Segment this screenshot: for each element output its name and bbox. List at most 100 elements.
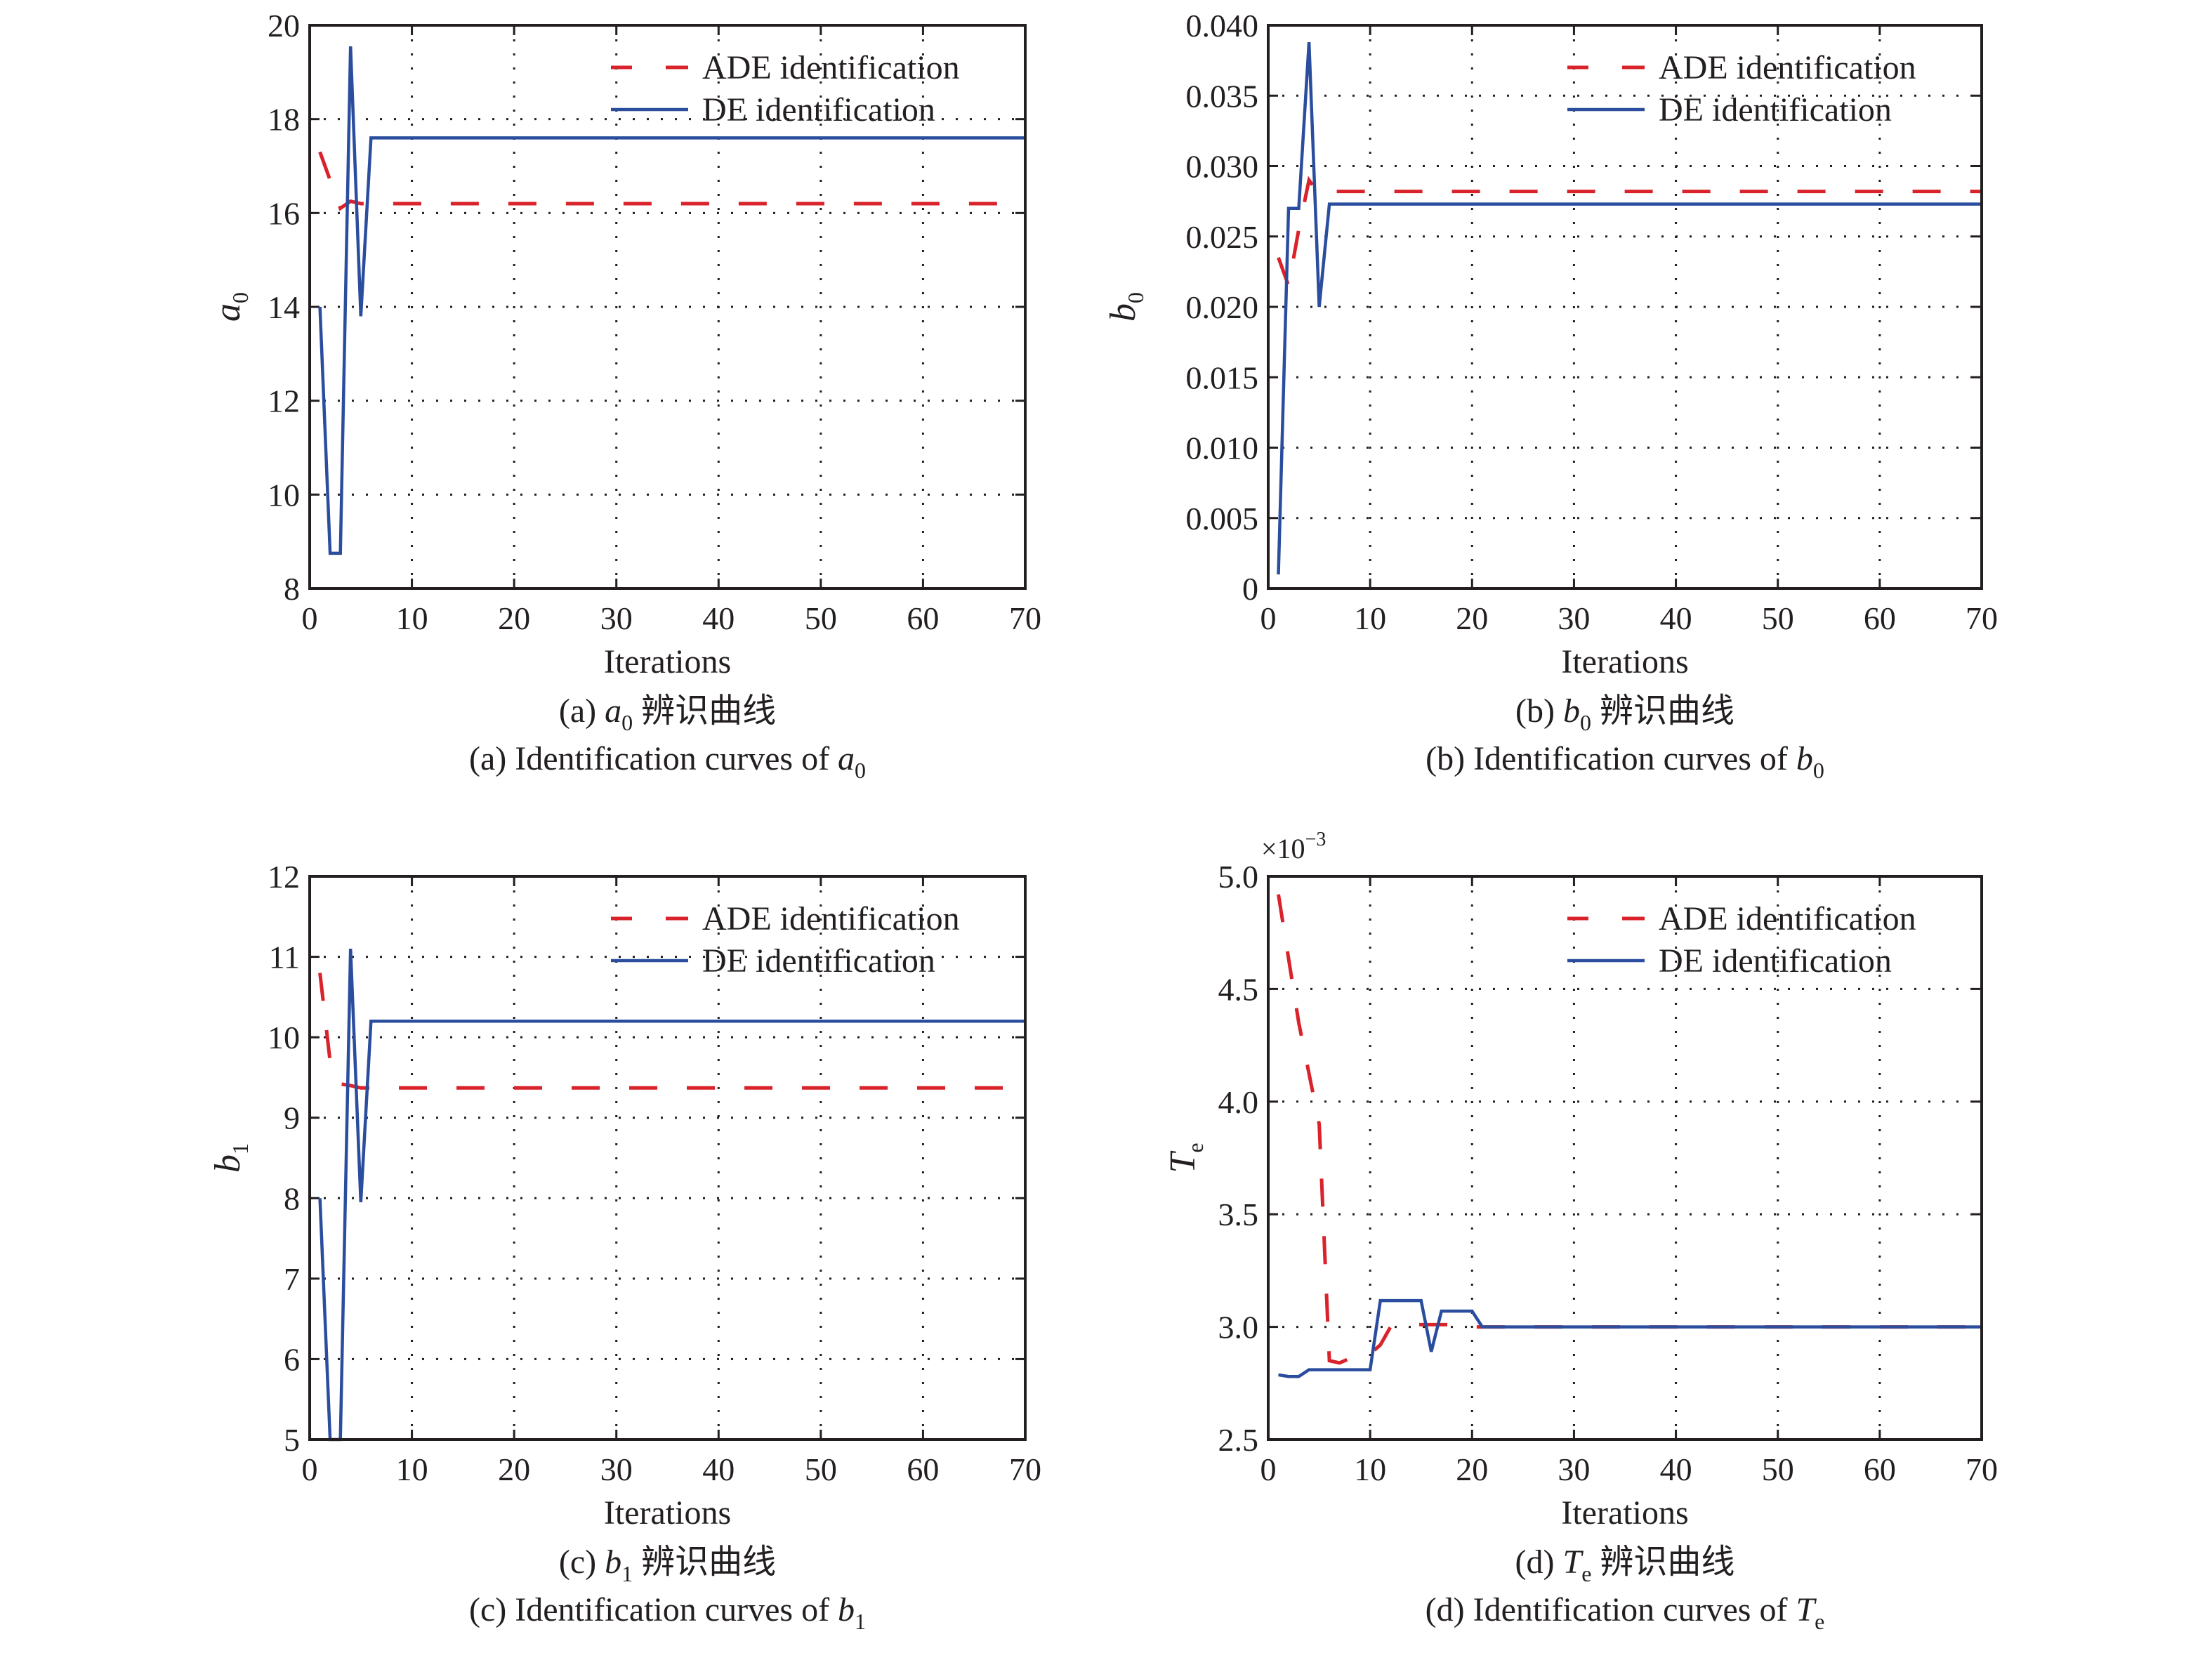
- x-axis-title: Iterations: [1561, 643, 1688, 680]
- x-tick-label: 70: [1009, 1451, 1041, 1487]
- y-tick-label: 6: [284, 1341, 300, 1377]
- caption-en-prefix: (a) Identification curves of: [469, 740, 838, 777]
- caption-cn-sub: 0: [621, 710, 633, 735]
- y-tick-label: 4.5: [1218, 971, 1259, 1007]
- caption-cn-var: b: [605, 1543, 621, 1581]
- caption-en: (d) Identification curves of Te: [1426, 1591, 1825, 1634]
- y-tick-label: 7: [284, 1261, 300, 1297]
- legend-ade-label: ADE identification: [1659, 900, 1916, 937]
- x-tick-label: 60: [1864, 1451, 1896, 1487]
- y-axis-label-sub: 1: [228, 1143, 253, 1154]
- y-tick-label: 10: [268, 477, 300, 513]
- y-axis-label-var: T: [1163, 1151, 1203, 1173]
- caption-en-sub: 0: [855, 758, 866, 783]
- y-tick-label: 0.020: [1186, 289, 1259, 325]
- caption-cn-var: b: [1563, 692, 1580, 730]
- y-axis-label-sub: e: [1183, 1142, 1208, 1152]
- y-tick-label: 2.5: [1218, 1422, 1259, 1458]
- series-de-line: [318, 949, 1025, 1442]
- caption-en-prefix: (b) Identification curves of: [1426, 740, 1796, 777]
- x-tick-label: 20: [498, 600, 530, 636]
- y-tick-label: 11: [269, 940, 300, 975]
- series-ade-line: [1277, 894, 1982, 1365]
- y-axis-label-sub: 0: [228, 292, 253, 303]
- caption-cn-sub: 1: [621, 1561, 633, 1586]
- x-tick-label: 10: [1354, 600, 1386, 636]
- legend: ADE identification DE identification: [1567, 49, 1916, 129]
- series-de-line: [1278, 1298, 1982, 1378]
- x-tick-label: 70: [1966, 600, 1998, 636]
- y-tick-label: 9: [284, 1100, 300, 1136]
- y-axis-label: b1: [208, 1143, 253, 1173]
- chart-panel-c: 0 10 20 30 40 50 60 7056789101112b1IterationsAD…: [208, 859, 1041, 1634]
- caption-cn: (a) a0 辨识曲线: [559, 692, 776, 735]
- caption-en-sub: 0: [1813, 758, 1824, 783]
- caption-en-var: b: [1796, 740, 1813, 777]
- legend-ade-label: ADE identification: [702, 900, 960, 937]
- caption-cn-prefix: (d): [1515, 1543, 1563, 1581]
- caption-en-var: a: [838, 740, 855, 777]
- y-tick-label: 3.0: [1218, 1310, 1259, 1345]
- y-tick-label: 12: [268, 859, 300, 895]
- series-ade-line: [318, 151, 1025, 211]
- y-tick-label: 10: [268, 1020, 300, 1055]
- legend-ade-label: ADE identification: [702, 49, 960, 86]
- caption-cn-suffix: 辨识曲线: [633, 1543, 776, 1581]
- y-axis-label-sub: 0: [1123, 292, 1148, 303]
- x-tick-label: 60: [907, 600, 939, 636]
- x-tick-label: 0: [1260, 1451, 1277, 1487]
- x-tick-label: 70: [1009, 600, 1041, 636]
- legend: ADE identification DE identification: [1567, 900, 1916, 980]
- legend-de-label: DE identification: [1659, 942, 1892, 980]
- caption-cn-prefix: (a): [559, 692, 605, 730]
- x-tick-label: 0: [302, 1451, 318, 1487]
- x-tick-label: 40: [702, 1451, 735, 1487]
- y-tick-label: 0.035: [1186, 78, 1259, 114]
- y-tick-label: 3.5: [1218, 1197, 1259, 1232]
- x-axis-title: Iterations: [604, 643, 731, 680]
- caption-cn-sub: 0: [1580, 710, 1591, 735]
- x-tick-label: 20: [498, 1451, 530, 1487]
- x-axis-title: Iterations: [1561, 1494, 1688, 1532]
- caption-en-prefix: (c) Identification curves of: [469, 1591, 838, 1628]
- caption-en-sub: e: [1815, 1609, 1824, 1634]
- caption-cn: (b) b0 辨识曲线: [1515, 692, 1734, 735]
- x-tick-label: 50: [1762, 1451, 1794, 1487]
- caption-cn-prefix: (b): [1515, 692, 1563, 730]
- plot-frame: [1267, 24, 1983, 590]
- x-axis-title: Iterations: [604, 1494, 731, 1532]
- y-tick-label: 8: [284, 571, 300, 607]
- multiplier-exponent: −3: [1305, 829, 1326, 850]
- x-tick-label: 0: [1260, 600, 1277, 636]
- x-tick-label: 30: [1558, 1451, 1590, 1487]
- x-tick-label: 50: [1762, 600, 1794, 636]
- x-tick-label: 40: [1660, 1451, 1692, 1487]
- x-tick-label: 50: [805, 600, 837, 636]
- caption-cn-sub: e: [1581, 1561, 1591, 1586]
- caption-cn: (c) b1 辨识曲线: [559, 1543, 776, 1586]
- x-tick-label: 40: [702, 600, 735, 636]
- y-axis-label-var: b: [1103, 303, 1143, 322]
- axis-multiplier: ×10−3: [1261, 829, 1326, 864]
- caption-cn: (d) Te 辨识曲线: [1515, 1543, 1735, 1586]
- multiplier-base: ×10: [1261, 833, 1305, 864]
- series-de-line: [318, 46, 1025, 555]
- y-tick-label: 0.005: [1186, 501, 1259, 536]
- caption-cn-var: a: [605, 692, 621, 730]
- y-tick-label: 0.030: [1186, 149, 1259, 185]
- y-tick-label: 8: [284, 1180, 300, 1216]
- x-tick-label: 60: [1864, 600, 1896, 636]
- x-tick-label: 10: [396, 600, 428, 636]
- x-tick-label: 0: [302, 600, 318, 636]
- y-tick-label: 5: [284, 1422, 300, 1458]
- y-tick-label: 4.0: [1218, 1084, 1259, 1120]
- legend-ade-label: ADE identification: [1659, 49, 1916, 86]
- y-tick-label: 14: [268, 289, 300, 325]
- x-tick-label: 20: [1456, 600, 1488, 636]
- y-axis-label-var: b: [208, 1154, 248, 1173]
- x-tick-label: 60: [907, 1451, 939, 1487]
- chart-panel-b: 0 10 20 30 40 50 60 70 0 0.005 0.010 0.015 0.020 0.02…: [1103, 8, 1998, 783]
- plot-frame: [308, 875, 1027, 1441]
- x-tick-label: 10: [1354, 1451, 1386, 1487]
- y-tick-label: 0.010: [1186, 430, 1259, 466]
